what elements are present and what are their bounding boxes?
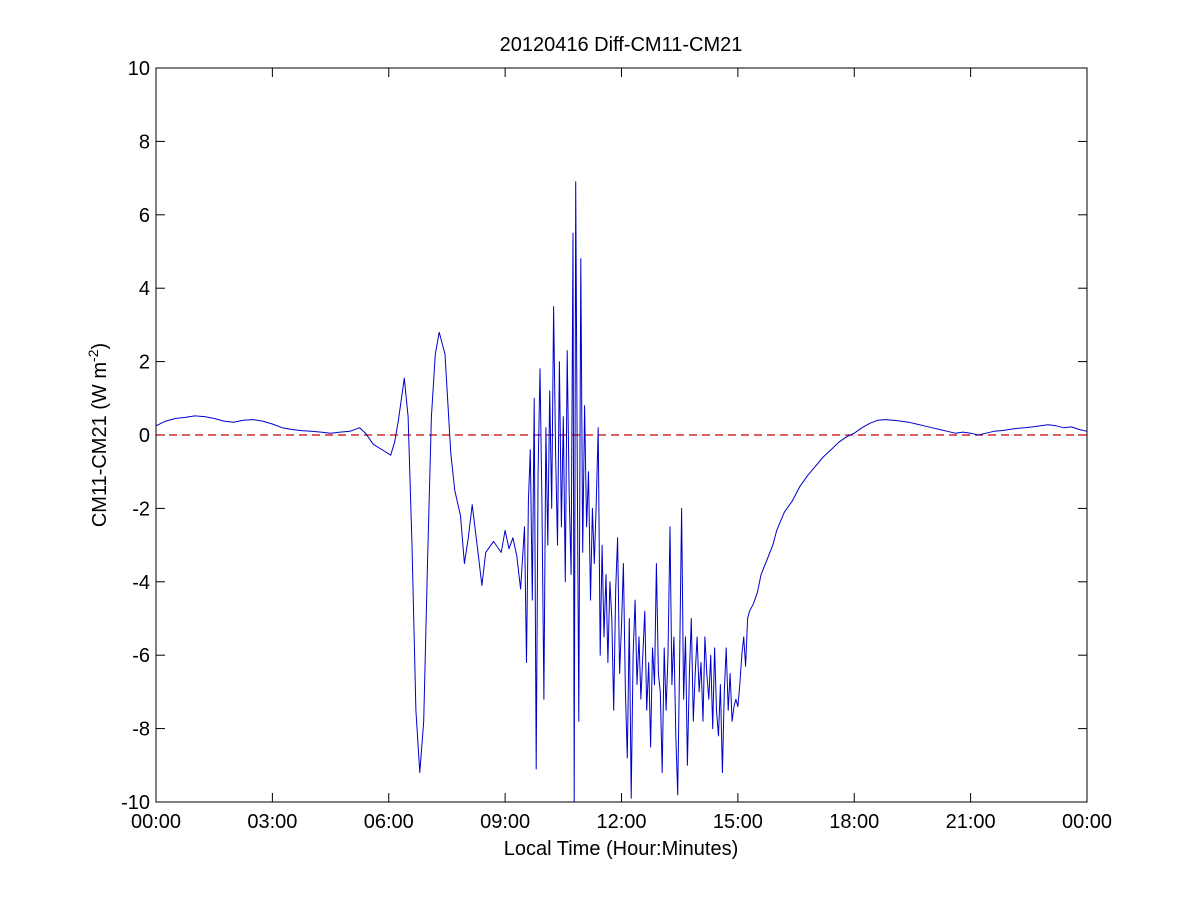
y-axis-label-close: ) [89, 343, 111, 350]
y-tick-label: 8 [139, 131, 150, 153]
y-tick-label: 2 [139, 352, 150, 374]
x-tick-label: 00:00 [131, 811, 181, 833]
y-axis-label: CM11-CM21 (W m-2) [85, 343, 111, 527]
x-tick-label: 15:00 [713, 811, 763, 833]
data-series-line [155, 181, 1088, 803]
y-axis-label-main: CM11-CM21 (W m [89, 362, 111, 527]
plot-background [156, 68, 1087, 802]
x-tick-label: 03:00 [247, 811, 297, 833]
y-tick-label: 10 [128, 58, 150, 80]
x-tick-label: 18:00 [829, 811, 879, 833]
tick-labels: 00:00 03:00 06:00 09:00 12:00 15:00 18:00 21:00… [121, 58, 1112, 833]
x-tick-label: 00:00 [1062, 811, 1112, 833]
x-tick-label: 12:00 [596, 811, 646, 833]
y-tick-label: 4 [139, 278, 150, 300]
y-tick-label: 0 [139, 425, 150, 447]
y-tick-label: 6 [139, 205, 150, 227]
x-tick-label: 09:00 [480, 811, 530, 833]
x-tick-label: 06:00 [364, 811, 414, 833]
y-tick-label: -8 [132, 719, 150, 741]
y-tick-label: -2 [132, 498, 150, 520]
plot-frame [155, 67, 1088, 803]
x-axis-label: Local Time (Hour:Minutes) [504, 838, 739, 860]
y-tick-label: -4 [132, 572, 150, 594]
chart-title: 20120416 Diff-CM11-CM21 [500, 34, 743, 56]
y-tick-label: -10 [121, 792, 150, 814]
y-axis-label-superscript: -2 [85, 349, 101, 362]
plot-content [155, 181, 1088, 803]
x-tick-label: 21:00 [946, 811, 996, 833]
y-tick-label: -6 [132, 645, 150, 667]
